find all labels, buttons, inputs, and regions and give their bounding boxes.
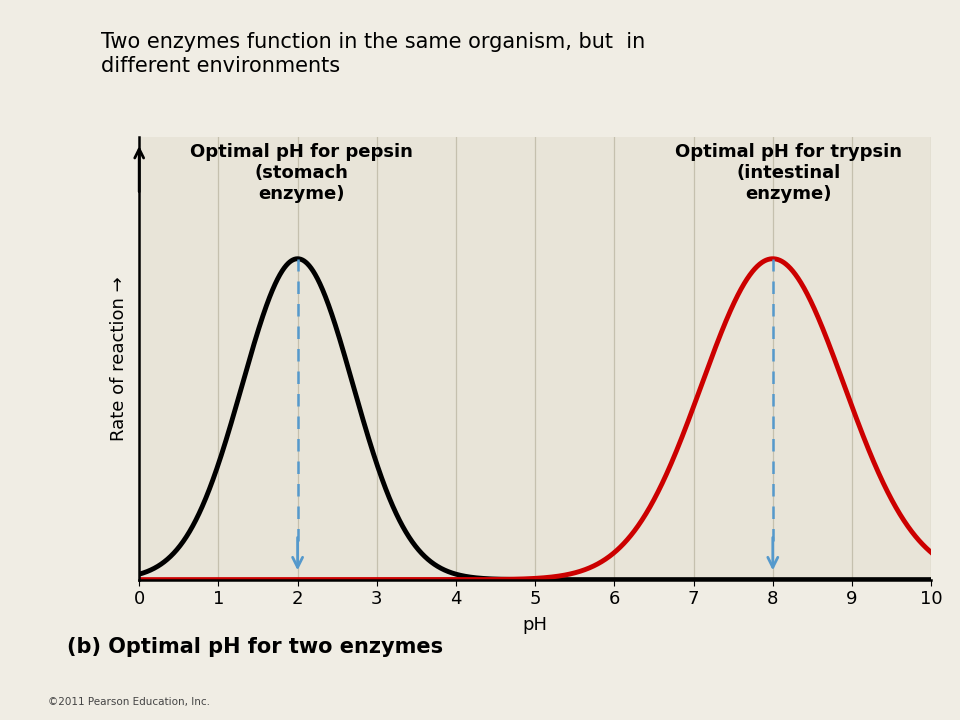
- X-axis label: pH: pH: [522, 616, 548, 634]
- Text: Two enzymes function in the same organism, but  in
different environments: Two enzymes function in the same organis…: [101, 32, 645, 76]
- Text: Optimal pH for pepsin
(stomach
enzyme): Optimal pH for pepsin (stomach enzyme): [190, 143, 413, 203]
- Text: (b) Optimal pH for two enzymes: (b) Optimal pH for two enzymes: [67, 637, 444, 657]
- Y-axis label: Rate of reaction →: Rate of reaction →: [110, 276, 128, 441]
- Text: Optimal pH for trypsin
(intestinal
enzyme): Optimal pH for trypsin (intestinal enzym…: [675, 143, 902, 203]
- Text: ©2011 Pearson Education, Inc.: ©2011 Pearson Education, Inc.: [48, 697, 210, 707]
